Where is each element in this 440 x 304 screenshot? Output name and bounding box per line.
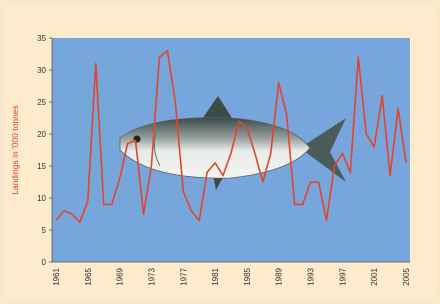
y-axis-label: Landings in '000 tonnes (10, 105, 20, 195)
y-tick-label: 5 (42, 226, 47, 235)
x-tick-label: 2005 (402, 267, 411, 285)
y-tick-label: 20 (37, 130, 46, 139)
x-tick-label: 1997 (338, 267, 347, 285)
x-tick-label: 1969 (116, 267, 125, 285)
x-tick-label: 1977 (179, 267, 188, 285)
y-tick-label: 0 (42, 258, 47, 267)
x-tick-label: 2001 (370, 267, 379, 285)
x-tick-label: 1985 (243, 267, 252, 285)
x-tick-label: 1993 (307, 267, 316, 285)
x-tick-label: 1973 (147, 267, 156, 285)
y-tick-label: 30 (37, 66, 46, 75)
x-tick-label: 1961 (52, 267, 61, 285)
y-tick-label: 15 (37, 162, 46, 171)
y-tick-label: 25 (37, 98, 46, 107)
x-tick-label: 1981 (211, 267, 220, 285)
y-tick-label: 35 (37, 34, 46, 43)
x-tick-label: 1965 (84, 267, 93, 285)
chart: Landings in '000 tonnes 0 5 10 15 20 25 30 35 19… (0, 0, 440, 304)
page: {"chart_data": {"type": "line", "y_label… (0, 0, 440, 304)
x-tick-label: 1989 (275, 267, 284, 285)
y-tick-label: 10 (37, 194, 46, 203)
